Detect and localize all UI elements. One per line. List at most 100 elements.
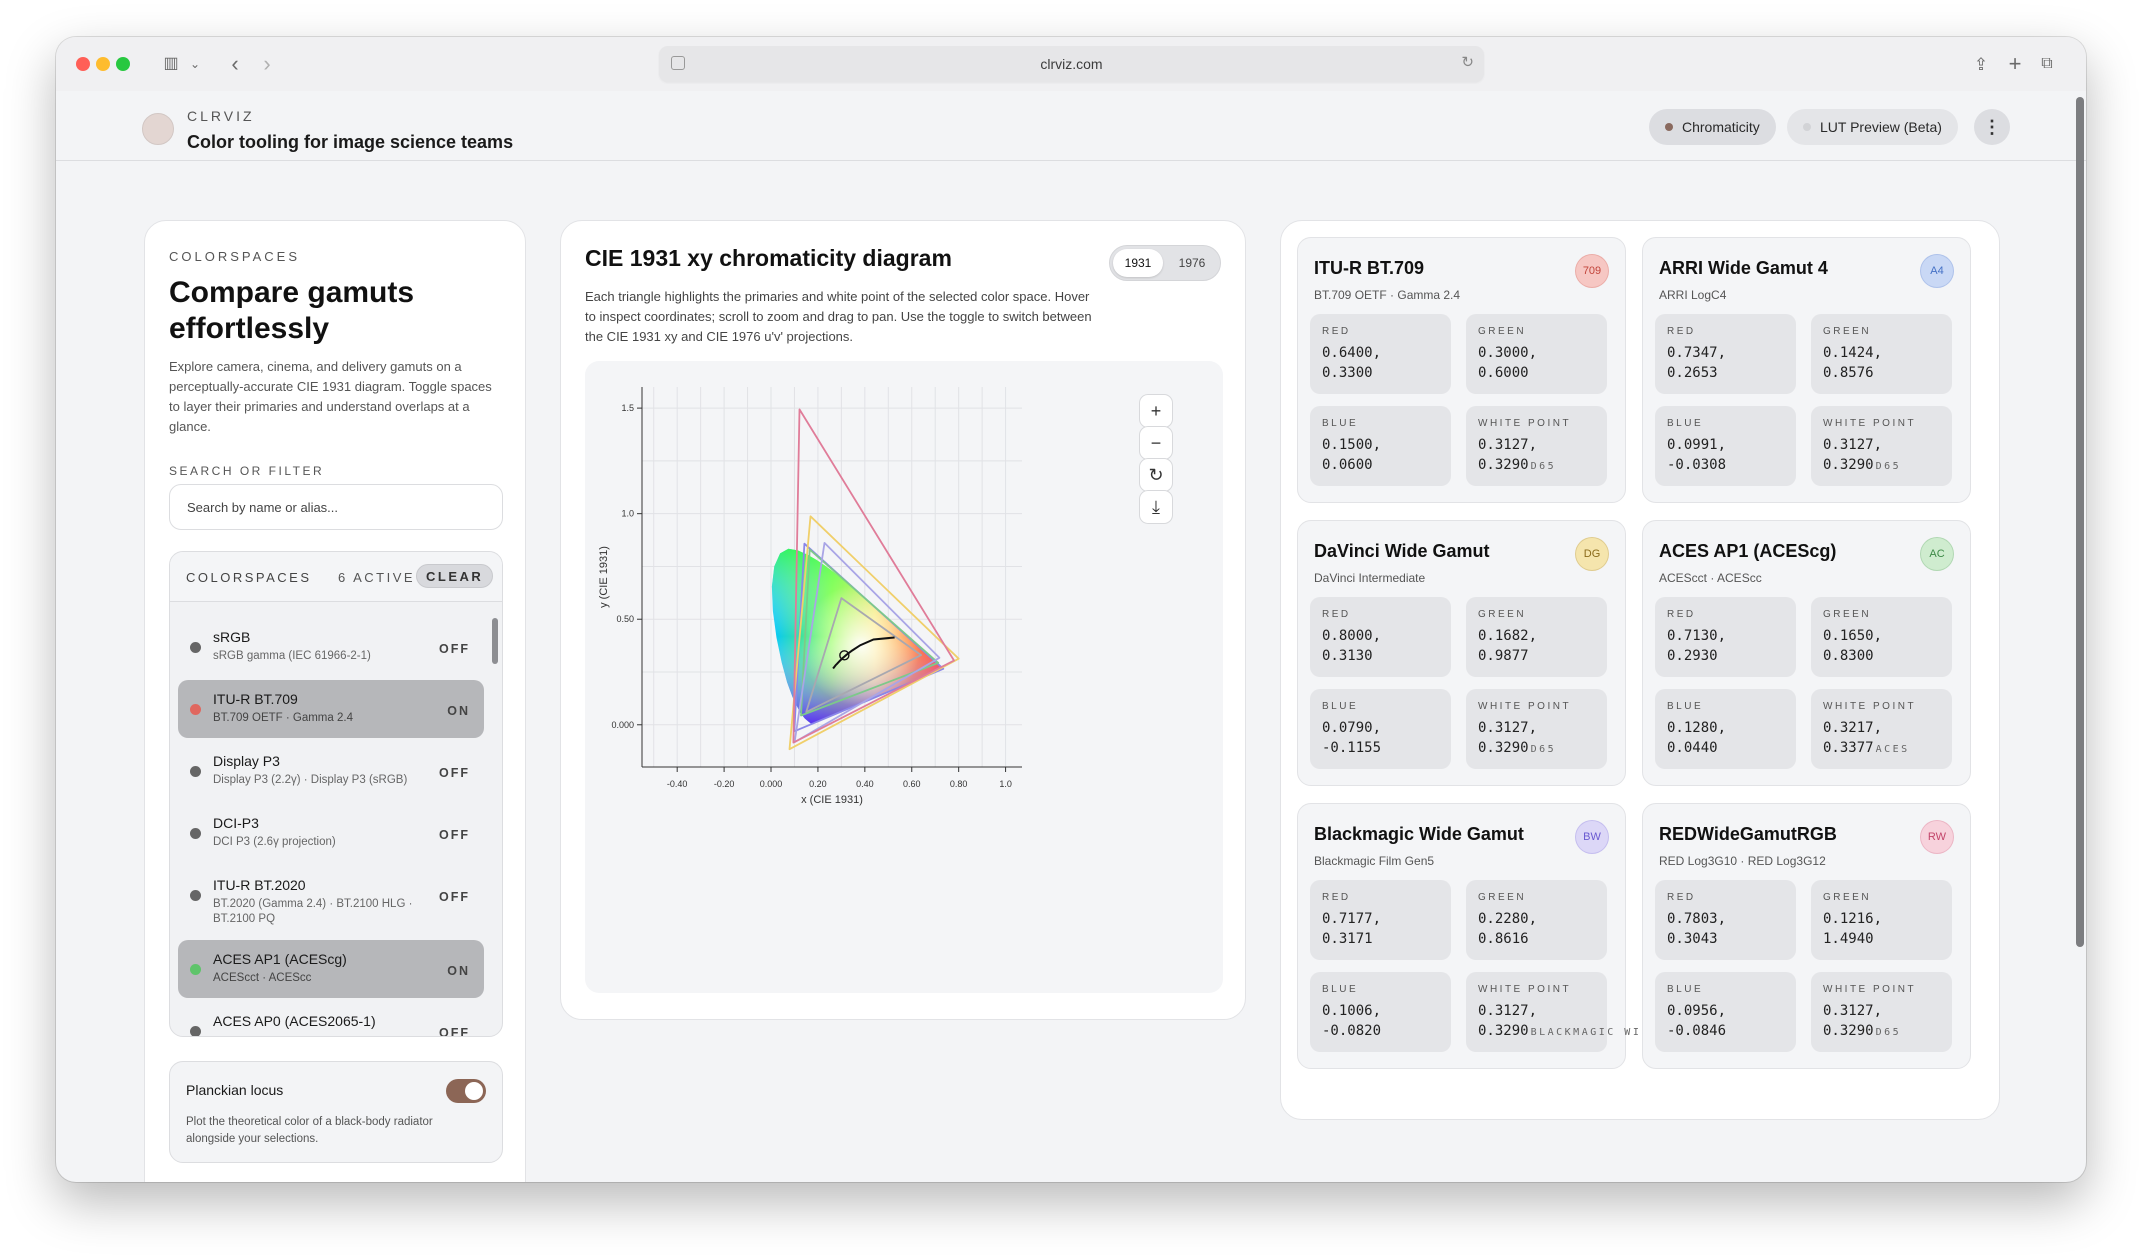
- primary-y-value: 0.8576: [1823, 363, 1874, 383]
- primary-label: RED: [1667, 609, 1696, 620]
- primary-y-number: 0.3300: [1322, 365, 1373, 381]
- more-options-button[interactable]: ⋮: [1974, 109, 2010, 145]
- minimize-window-button[interactable]: [96, 57, 110, 71]
- download-icon: ⤓: [1152, 496, 1160, 517]
- refresh-icon: ↻: [1148, 464, 1164, 485]
- planckian-locus-line: [832, 636, 895, 670]
- page-scrollbar[interactable]: [2076, 97, 2084, 947]
- primary-x-value: 0.3127,: [1478, 437, 1538, 453]
- primary-label: GREEN: [1478, 326, 1527, 337]
- primary-y-value: 0.3290 BLACKMAGIC WIDE GAMUT: [1478, 1021, 1710, 1043]
- white-point-tag: D65: [1875, 461, 1902, 472]
- colorspace-state[interactable]: OFF: [439, 890, 470, 904]
- chromaticity-chart[interactable]: -0.40 -0.20 0.000 0.20 0.40 0.60 0.80 1.0 0.000 0…: [585, 361, 1223, 993]
- y-tick-label: 1.0: [621, 509, 634, 519]
- primary-label: BLUE: [1322, 418, 1359, 429]
- list-scrollbar[interactable]: [492, 618, 498, 664]
- primary-x-value: 0.8000,: [1322, 628, 1382, 644]
- primary-y-value: 0.3043: [1667, 929, 1718, 949]
- logo[interactable]: [142, 113, 174, 145]
- chart-container[interactable]: -0.40 -0.20 0.000 0.20 0.40 0.60 0.80 1.0 0.000 0…: [585, 361, 1223, 993]
- red-primary-box: RED 0.6400, 0.3300: [1310, 314, 1451, 394]
- colorspace-row[interactable]: sRGB sRGB gamma (IEC 61966-2-1) OFF: [178, 618, 484, 676]
- white-primary-box: WHITE POINT 0.3127, 0.3290 D65: [1466, 689, 1607, 769]
- colorspace-row[interactable]: ITU-R BT.2020 BT.2020 (Gamma 2.4) · BT.21…: [178, 866, 484, 925]
- primary-y-number: 0.9877: [1478, 648, 1529, 664]
- red-primary-box: RED 0.7177, 0.3171: [1310, 880, 1451, 960]
- colorspace-row[interactable]: DCI-P3 DCI P3 (2.6γ projection) OFF: [178, 804, 484, 862]
- planckian-locus-card: Planckian locus Plot the theoretical col…: [169, 1061, 503, 1163]
- primary-x-value: 0.0790,: [1322, 720, 1382, 736]
- primary-x-value: 0.7130,: [1667, 628, 1727, 644]
- primary-label: RED: [1322, 892, 1351, 903]
- clear-button[interactable]: CLEAR: [416, 564, 494, 588]
- primary-label: GREEN: [1823, 326, 1872, 337]
- chevron-down-icon[interactable]: ⌄: [189, 57, 201, 71]
- colorspace-name: sRGB: [213, 629, 251, 645]
- projection-1976-button[interactable]: 1976: [1178, 256, 1206, 270]
- colorspace-row[interactable]: ACES AP1 (ACEScg) ACEScct · ACEScc ON: [178, 940, 484, 998]
- gamut-triangle: [805, 597, 923, 714]
- primary-y-number: 0.3290: [1478, 457, 1529, 473]
- download-button[interactable]: ⤓: [1139, 490, 1173, 524]
- colorspace-subtitle: BT.709 OETF · Gamma 2.4: [213, 712, 353, 724]
- colorspace-state[interactable]: ON: [447, 704, 470, 718]
- colorspace-name: ACES AP1 (ACEScg): [213, 951, 347, 967]
- tab-chromaticity[interactable]: Chromaticity: [1649, 109, 1776, 145]
- close-window-button[interactable]: [76, 57, 90, 71]
- white-primary-box: WHITE POINT 0.3127, 0.3290 D65: [1811, 972, 1952, 1052]
- primary-x-value: 0.3127,: [1823, 437, 1883, 453]
- green-primary-box: GREEN 0.1650, 0.8300: [1811, 597, 1952, 677]
- zoom-out-button[interactable]: −: [1139, 426, 1173, 460]
- zoom-in-button[interactable]: +: [1139, 394, 1173, 428]
- red-primary-box: RED 0.7130, 0.2930: [1655, 597, 1796, 677]
- search-input[interactable]: Search by name or alias...: [169, 484, 503, 530]
- forward-icon[interactable]: ›: [263, 51, 271, 76]
- colorspace-state[interactable]: ON: [447, 964, 470, 978]
- maximize-window-button[interactable]: [116, 57, 130, 71]
- browser-toolbar: ▥ ⌄ ‹ › clrviz.com ↻ ⇪ + ⧉: [56, 37, 2086, 91]
- primary-y-value: -0.0846: [1667, 1021, 1726, 1041]
- new-tab-icon[interactable]: +: [2008, 51, 2022, 76]
- red-primary-box: RED 0.8000, 0.3130: [1310, 597, 1451, 677]
- reload-icon[interactable]: ↻: [1461, 54, 1474, 71]
- share-icon[interactable]: ⇪: [1973, 54, 1989, 74]
- colorspace-state[interactable]: OFF: [439, 766, 470, 780]
- planckian-toggle[interactable]: [446, 1079, 486, 1103]
- colorspace-row[interactable]: Display P3 Display P3 (2.2γ) · Display P3…: [178, 742, 484, 800]
- reset-view-button[interactable]: ↻: [1139, 458, 1173, 492]
- primary-label: BLUE: [1322, 984, 1359, 995]
- x-tick-label: 0.40: [856, 779, 874, 789]
- status-dot-icon: [190, 642, 201, 653]
- back-icon[interactable]: ‹: [231, 51, 239, 76]
- primary-y-number: 0.3290: [1823, 1023, 1874, 1039]
- sidebar-eyebrow: COLORSPACES: [169, 249, 301, 264]
- primary-x-value: 0.1650,: [1823, 628, 1883, 644]
- search-label: SEARCH OR FILTER: [169, 464, 325, 478]
- colorspace-card-subtitle: ACEScct · ACEScc: [1659, 571, 1762, 585]
- colorspace-card: ITU-R BT.709 BT.709 OETF · Gamma 2.4 709 RE…: [1297, 237, 1626, 503]
- primary-y-value: 0.2930: [1667, 646, 1718, 666]
- page-settings-icon[interactable]: [671, 56, 685, 70]
- colorspace-card-title: ARRI Wide Gamut 4: [1659, 258, 1828, 278]
- colorspace-card-title: Blackmagic Wide Gamut: [1314, 824, 1524, 844]
- colorspace-row[interactable]: ITU-R BT.709 BT.709 OETF · Gamma 2.4 ON: [178, 680, 484, 738]
- colorspace-state[interactable]: OFF: [439, 642, 470, 656]
- colorspace-state[interactable]: OFF: [439, 828, 470, 842]
- white-point-tag: D65: [1530, 744, 1557, 755]
- colorspace-row[interactable]: ACES AP0 (ACES2065-1) OFF: [178, 1002, 484, 1037]
- colorspace-state[interactable]: OFF: [439, 1026, 470, 1037]
- tab-label: LUT Preview (Beta): [1820, 119, 1942, 135]
- colorspace-name: ITU-R BT.2020: [213, 877, 306, 893]
- tab-lut-preview[interactable]: LUT Preview (Beta): [1787, 109, 1958, 145]
- primary-x-value: 0.1216,: [1823, 911, 1883, 927]
- tab-overview-icon[interactable]: ⧉: [2041, 55, 2053, 72]
- address-bar[interactable]: clrviz.com ↻: [659, 46, 1484, 82]
- primary-x-value: 0.1280,: [1667, 720, 1727, 736]
- white-primary-box: WHITE POINT 0.3127, 0.3290 BLACKMAGIC WIDE …: [1466, 972, 1707, 1052]
- sidebar-description: Explore camera, cinema, and delivery gam…: [169, 359, 492, 434]
- sidebar-toggle-icon[interactable]: ▥: [163, 55, 179, 72]
- planckian-title: Planckian locus: [186, 1082, 284, 1098]
- primary-x-value: 0.3127,: [1478, 1003, 1538, 1019]
- projection-1931-button[interactable]: 1931: [1113, 249, 1163, 277]
